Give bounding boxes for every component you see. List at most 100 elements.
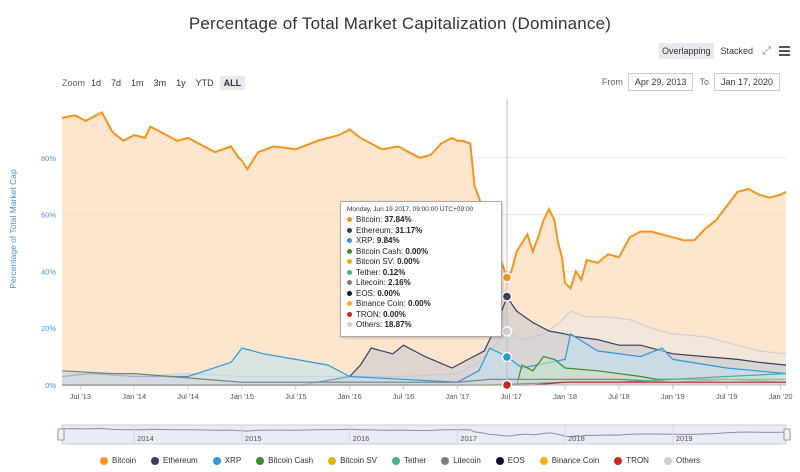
bitcoin-highlight-point	[501, 272, 513, 283]
overlapping-button[interactable]: Overlapping	[659, 43, 714, 59]
x-tick-label: Jan '16	[338, 392, 362, 401]
tooltip-series-dot	[347, 290, 352, 296]
fullscreen-icon[interactable]: ⤢	[762, 44, 771, 57]
tooltip-row: EOS: 0.00%	[347, 289, 495, 300]
tooltip-series-value: 0.00%	[397, 257, 420, 266]
zoom-7d-button[interactable]: 7d	[111, 78, 122, 88]
tooltip-series-value: 2.16%	[388, 278, 411, 287]
legend-item-binance-coin[interactable]: Binance Coin	[539, 456, 600, 465]
zoom-label: Zoom	[62, 78, 86, 88]
tooltip-row: XRP: 9.84%	[347, 236, 495, 247]
tooltip-series-dot	[347, 248, 352, 254]
tooltip-series-name: Litecoin	[356, 278, 384, 287]
legend-item-bitcoin[interactable]: Bitcoin	[100, 456, 136, 465]
tooltip-row: Bitcoin Cash: 0.00%	[347, 247, 495, 258]
bitcoin-cash-area	[62, 356, 786, 385]
tooltip-row: Binance Coin: 0.00%	[347, 299, 495, 310]
tooltip-series-dot	[347, 280, 352, 286]
x-tick-label: Jul '13	[70, 392, 91, 401]
legend-item-bitcoin-cash[interactable]: Bitcoin Cash	[256, 456, 313, 465]
y-tick-label: 60%	[41, 211, 56, 220]
tooltip-series-value: 0.12%	[382, 267, 406, 277]
menu-icon[interactable]	[778, 46, 790, 56]
legend-marker	[151, 456, 160, 465]
y-tick-label: 20%	[41, 324, 56, 333]
zoom-1d-button[interactable]: 1d	[91, 78, 102, 88]
tooltip-series-name: Bitcoin Cash	[356, 246, 401, 256]
x-tick-label: Jul '17	[501, 392, 522, 401]
legend-item-eos[interactable]: EOS	[495, 456, 525, 465]
navigator-handle-left[interactable]	[57, 428, 65, 441]
legend-marker	[539, 456, 548, 465]
legend-item-others[interactable]: Others	[663, 456, 700, 465]
stacked-button[interactable]: Stacked	[720, 46, 754, 56]
legend-item-tron[interactable]: TRON	[614, 456, 649, 465]
legend-item-tether[interactable]: Tether	[391, 456, 426, 465]
tooltip-series-name: Bitcoin	[356, 215, 381, 224]
from-date-input[interactable]: Apr 29, 2013	[627, 73, 694, 91]
x-tick-label: Jan '17	[445, 392, 469, 401]
x-tick-label: Jul '16	[393, 392, 414, 401]
legend-label: Binance Coin	[551, 456, 600, 465]
x-tick-label: Jan '18	[553, 392, 577, 401]
tooltip-series-name: Tether	[356, 267, 379, 277]
view-toggle: Overlapping Stacked ⤢	[659, 43, 790, 59]
tooltip-series-value: 0.00%	[383, 309, 406, 319]
tooltip-series-name: TRON	[356, 309, 379, 319]
tooltip-series-dot	[347, 227, 352, 233]
x-tick-label: Jul '14	[177, 392, 198, 401]
tooltip-series-name: Others	[356, 320, 381, 329]
legend-label: TRON	[626, 456, 649, 465]
tooltip-series-name: XRP	[356, 236, 373, 245]
chart-title: Percentage of Total Market Capitalizatio…	[188, 14, 612, 33]
navigator-year-label: 2014	[137, 434, 154, 443]
tooltip-series-dot	[347, 301, 352, 307]
legend-item-bitcoin-sv[interactable]: Bitcoin SV	[328, 456, 377, 465]
legend-marker	[256, 456, 265, 465]
legend-label: Bitcoin	[112, 456, 137, 465]
to-date-input[interactable]: Jan 17, 2020	[713, 73, 780, 91]
tooltip-row: Bitcoin: 37.84%	[347, 215, 495, 226]
from-label: From	[601, 77, 623, 87]
tooltip-series-name: Ethereum	[356, 225, 391, 235]
tooltip: Monday, Jun 19 2017, 09:00:00 UTC+09:00 …	[340, 201, 502, 337]
navigator-year-label: 2015	[245, 434, 262, 443]
legend-label: Bitcoin SV	[340, 456, 377, 465]
tooltip-series-dot	[347, 322, 352, 328]
navigator-year-label: 2018	[568, 434, 585, 443]
zoom-ytd-button[interactable]: YTD	[195, 78, 214, 88]
legend-marker	[495, 456, 504, 465]
legend-marker	[391, 456, 400, 465]
legend-marker	[100, 456, 108, 465]
zoom-3m-button[interactable]: 3m	[153, 78, 167, 88]
zoom-1m-button[interactable]: 1m	[131, 78, 144, 88]
x-tick-label: Jul '15	[285, 392, 306, 401]
tooltip-series-value: 31.17%	[395, 225, 423, 235]
legend-item-ethereum[interactable]: Ethereum	[151, 456, 198, 465]
zoom-1y-button[interactable]: 1y	[176, 78, 186, 88]
tooltip-series-name: Bitcoin SV	[356, 257, 393, 266]
tooltip-series-dot	[347, 238, 352, 244]
x-tick-label: Jul '19	[716, 392, 737, 401]
tooltip-row: Tether: 0.12%	[347, 268, 495, 279]
legend-label: Bitcoin Cash	[268, 456, 314, 465]
tooltip-row: Ethereum: 31.17%	[347, 226, 495, 237]
legend: Bitcoin Ethereum XRP Bitcoin Cash Bitcoin SV…	[0, 456, 800, 465]
legend-marker	[441, 456, 450, 465]
x-tick-label: Jul '18	[608, 392, 629, 401]
y-tick-label: 40%	[41, 267, 56, 276]
date-range: From Apr 29, 2013 To Jan 17, 2020	[602, 73, 786, 91]
zoom-all-button[interactable]: ALL	[219, 76, 246, 90]
legend-item-xrp[interactable]: XRP	[212, 456, 242, 465]
xrp-line	[61, 332, 787, 383]
legend-item-litecoin[interactable]: Litecoin	[441, 456, 481, 465]
tron-highlight-point	[501, 379, 513, 391]
tooltip-series-value: 0.00%	[405, 246, 429, 256]
tooltip-series-value: 0.00%	[408, 299, 431, 308]
tooltip-series-value: 9.84%	[376, 236, 400, 245]
navigator-handle-right[interactable]	[783, 428, 791, 441]
legend-label: XRP	[224, 456, 242, 465]
legend-label: Ethereum	[163, 456, 198, 465]
tooltip-series-dot	[347, 311, 352, 317]
xrp-highlight-point	[501, 351, 513, 363]
